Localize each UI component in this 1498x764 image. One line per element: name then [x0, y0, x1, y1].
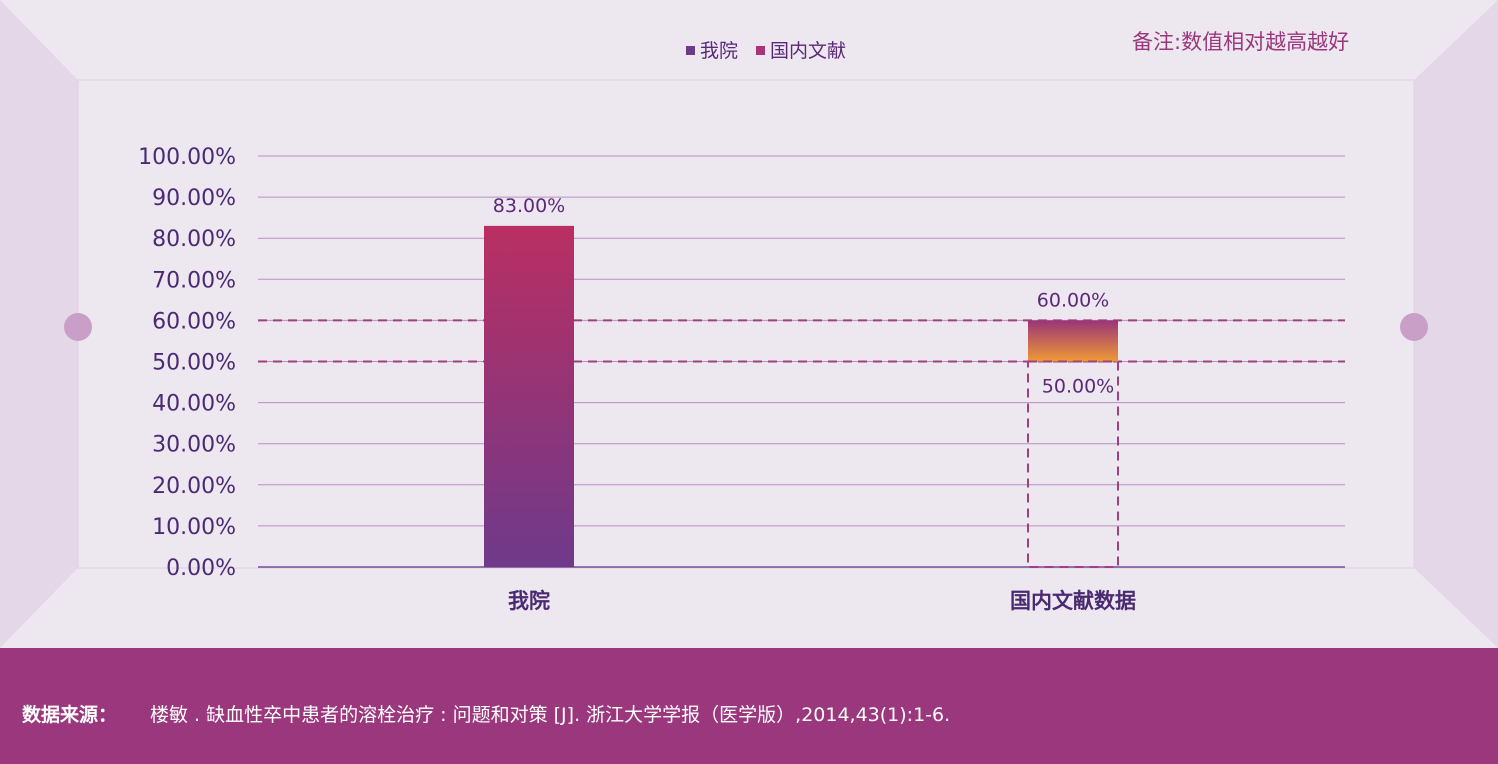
y-tick-label: 100.00%: [138, 145, 236, 170]
data-label: 83.00%: [493, 195, 565, 217]
range-outline: [1027, 360, 1119, 568]
x-tick-label: 我院: [508, 589, 550, 613]
source-citation: 楼敏 . 缺血性卒中患者的溶栓治疗 : 问题和对策 [J]. 浙江大学学报（医学…: [150, 704, 951, 726]
data-label: 50.00%: [1042, 376, 1114, 398]
legend-swatch: [756, 46, 766, 55]
legend-label: 我院: [700, 40, 739, 62]
y-tick-label: 10.00%: [152, 515, 236, 540]
legend-swatch: [686, 46, 695, 55]
chart-frame: 0.00% 10.00% 20.00% 30.00% 40.00% 50.00% 60.00…: [0, 0, 1498, 648]
x-tick-label: 国内文献数据: [1010, 589, 1136, 613]
y-tick-label: 60.00%: [152, 309, 236, 334]
y-tick-label: 80.00%: [152, 227, 236, 252]
bar: [484, 225, 574, 567]
legend-label: 国内文献: [770, 40, 847, 62]
y-tick-label: 30.00%: [152, 433, 236, 458]
note: 备注:数值相对越高越好: [1132, 30, 1350, 54]
legend-item-literature: 国内文献: [756, 36, 846, 63]
y-tick-label: 0.00%: [166, 556, 236, 581]
y-tick-label: 50.00%: [152, 351, 236, 376]
y-tick-label: 90.00%: [152, 186, 236, 211]
legend-item-our-hospital: 我院: [686, 36, 738, 63]
bar: [1028, 320, 1118, 362]
y-tick-label: 20.00%: [152, 474, 236, 499]
y-tick-label: 40.00%: [152, 392, 236, 417]
source-label: 数据来源：: [22, 704, 118, 726]
legend: 我院 国内文献: [686, 36, 846, 63]
data-label: 60.00%: [1037, 289, 1109, 311]
plot-area: 0.00% 10.00% 20.00% 30.00% 40.00% 50.00% 60.00…: [138, 145, 1345, 613]
y-tick-label: 70.00%: [152, 268, 236, 293]
footer: 数据来源： 楼敏 . 缺血性卒中患者的溶栓治疗 : 问题和对策 [J]. 浙江大…: [0, 648, 1498, 764]
